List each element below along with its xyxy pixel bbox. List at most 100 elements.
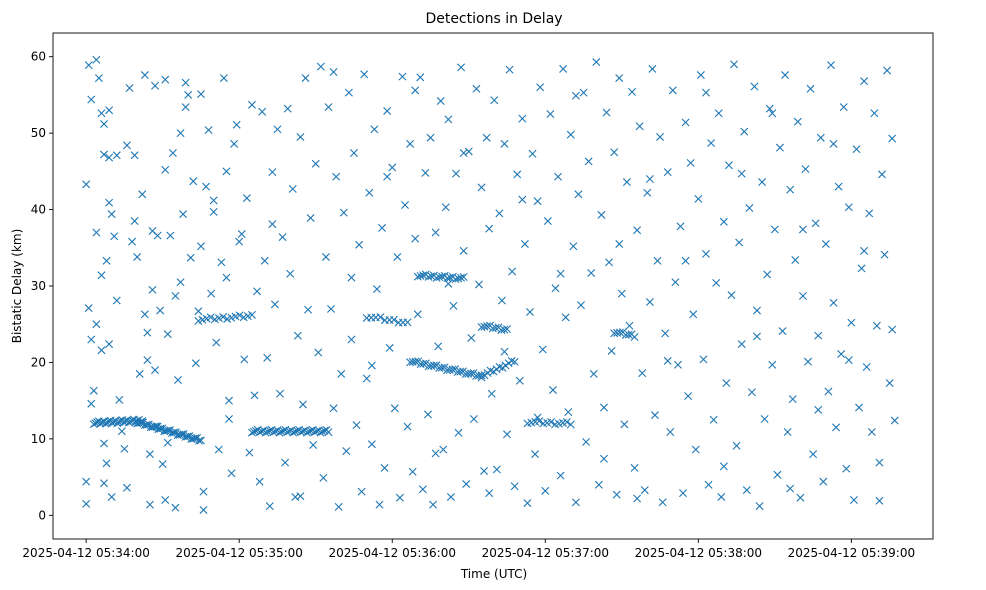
data-point-marker bbox=[663, 168, 672, 177]
data-point-marker bbox=[427, 272, 436, 281]
data-point-marker bbox=[556, 269, 565, 278]
y-tick-label: 20 bbox=[31, 355, 46, 369]
data-point-marker bbox=[395, 493, 404, 502]
data-point-marker bbox=[451, 275, 460, 284]
data-point-marker bbox=[82, 499, 91, 508]
data-point-marker bbox=[814, 405, 823, 414]
data-point-marker bbox=[177, 430, 186, 439]
data-point-marker bbox=[753, 306, 761, 315]
data-point-marker bbox=[671, 278, 680, 287]
data-point-marker bbox=[492, 465, 501, 474]
data-point-marker bbox=[503, 325, 512, 334]
data-point-marker bbox=[778, 327, 787, 336]
data-point-marker bbox=[469, 415, 478, 423]
data-point-marker bbox=[628, 87, 637, 96]
data-point-marker bbox=[263, 353, 272, 362]
data-point-marker bbox=[829, 298, 838, 307]
data-point-marker bbox=[666, 428, 675, 436]
data-point-marker bbox=[347, 335, 356, 344]
data-point-marker bbox=[477, 183, 486, 192]
data-point-marker bbox=[217, 258, 226, 267]
data-point-marker bbox=[122, 483, 131, 492]
data-point-marker bbox=[273, 125, 282, 134]
y-tick-label: 10 bbox=[31, 432, 46, 446]
data-point-marker bbox=[283, 104, 292, 113]
data-point-marker bbox=[724, 161, 733, 170]
data-point-marker bbox=[663, 356, 672, 365]
data-point-marker bbox=[84, 304, 93, 313]
data-point-marker bbox=[885, 379, 894, 388]
data-point-marker bbox=[806, 84, 815, 93]
data-point-marker bbox=[222, 167, 231, 176]
data-point-marker bbox=[491, 323, 500, 332]
data-point-marker bbox=[164, 426, 173, 435]
y-axis-label: Bistatic Delay (km) bbox=[10, 229, 24, 344]
data-point-marker bbox=[179, 210, 188, 219]
data-point-marker bbox=[438, 272, 447, 281]
data-point-marker bbox=[566, 420, 575, 429]
data-point-marker bbox=[406, 139, 415, 148]
data-point-marker bbox=[302, 428, 311, 437]
data-point-marker bbox=[597, 210, 606, 219]
data-point-marker bbox=[589, 369, 598, 378]
data-point-marker bbox=[337, 369, 346, 378]
x-axis: 2025-04-12 05:34:00 2025-04-12 05:35:00 20… bbox=[22, 539, 915, 560]
data-point-marker bbox=[84, 61, 93, 70]
data-point-marker bbox=[225, 415, 233, 423]
data-point-marker bbox=[707, 139, 716, 148]
data-point-marker bbox=[485, 224, 494, 233]
data-point-marker bbox=[176, 278, 185, 287]
data-point-marker bbox=[151, 366, 160, 375]
data-point-marker bbox=[439, 445, 448, 454]
data-point-marker bbox=[107, 492, 116, 501]
data-point-marker bbox=[605, 258, 614, 267]
data-point-marker bbox=[615, 74, 624, 83]
data-point-marker bbox=[383, 106, 392, 115]
data-point-marker bbox=[686, 158, 695, 167]
data-point-marker bbox=[92, 228, 101, 237]
data-point-marker bbox=[518, 114, 527, 123]
data-point-marker bbox=[587, 269, 596, 277]
data-point-marker bbox=[459, 272, 468, 281]
data-point-marker bbox=[599, 403, 608, 412]
data-point-marker bbox=[505, 65, 514, 74]
data-point-marker bbox=[701, 249, 710, 258]
data-point-marker bbox=[483, 322, 492, 331]
data-point-marker bbox=[837, 350, 846, 359]
data-point-marker bbox=[826, 61, 835, 70]
data-point-marker bbox=[344, 88, 353, 97]
data-point-marker bbox=[319, 473, 328, 482]
data-point-marker bbox=[462, 479, 471, 488]
data-point-marker bbox=[681, 256, 690, 265]
data-point-marker bbox=[467, 333, 476, 342]
data-point-marker bbox=[875, 458, 884, 467]
data-point-marker bbox=[186, 253, 195, 262]
data-point-marker bbox=[413, 310, 422, 319]
data-point-marker bbox=[247, 428, 256, 437]
data-point-marker bbox=[877, 170, 886, 179]
data-point-marker bbox=[184, 90, 193, 99]
data-point-marker bbox=[286, 269, 295, 278]
data-point-marker bbox=[411, 357, 420, 366]
data-point-marker bbox=[145, 450, 154, 459]
data-point-marker bbox=[390, 404, 399, 413]
data-point-marker bbox=[737, 169, 746, 178]
x-axis-label: Time (UTC) bbox=[460, 567, 527, 581]
data-point-marker bbox=[735, 238, 744, 247]
y-axis: 0 10 20 30 40 50 60 bbox=[31, 50, 53, 522]
data-point-marker bbox=[212, 338, 221, 347]
data-point-marker bbox=[523, 499, 532, 508]
data-point-marker bbox=[140, 310, 149, 319]
data-point-marker bbox=[562, 418, 571, 427]
data-point-marker bbox=[376, 313, 385, 322]
data-point-marker bbox=[814, 331, 823, 340]
data-point-marker bbox=[289, 428, 298, 437]
data-point-marker bbox=[161, 496, 170, 505]
data-point-marker bbox=[235, 237, 244, 246]
data-point-marker bbox=[423, 410, 432, 419]
data-point-marker bbox=[459, 149, 468, 157]
data-point-marker bbox=[617, 289, 626, 298]
data-point-marker bbox=[821, 239, 830, 248]
data-point-marker bbox=[429, 500, 438, 509]
